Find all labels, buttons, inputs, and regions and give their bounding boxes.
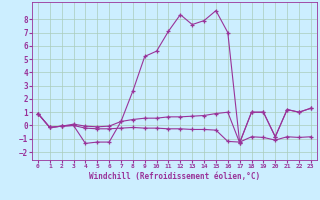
X-axis label: Windchill (Refroidissement éolien,°C): Windchill (Refroidissement éolien,°C) [89, 172, 260, 181]
